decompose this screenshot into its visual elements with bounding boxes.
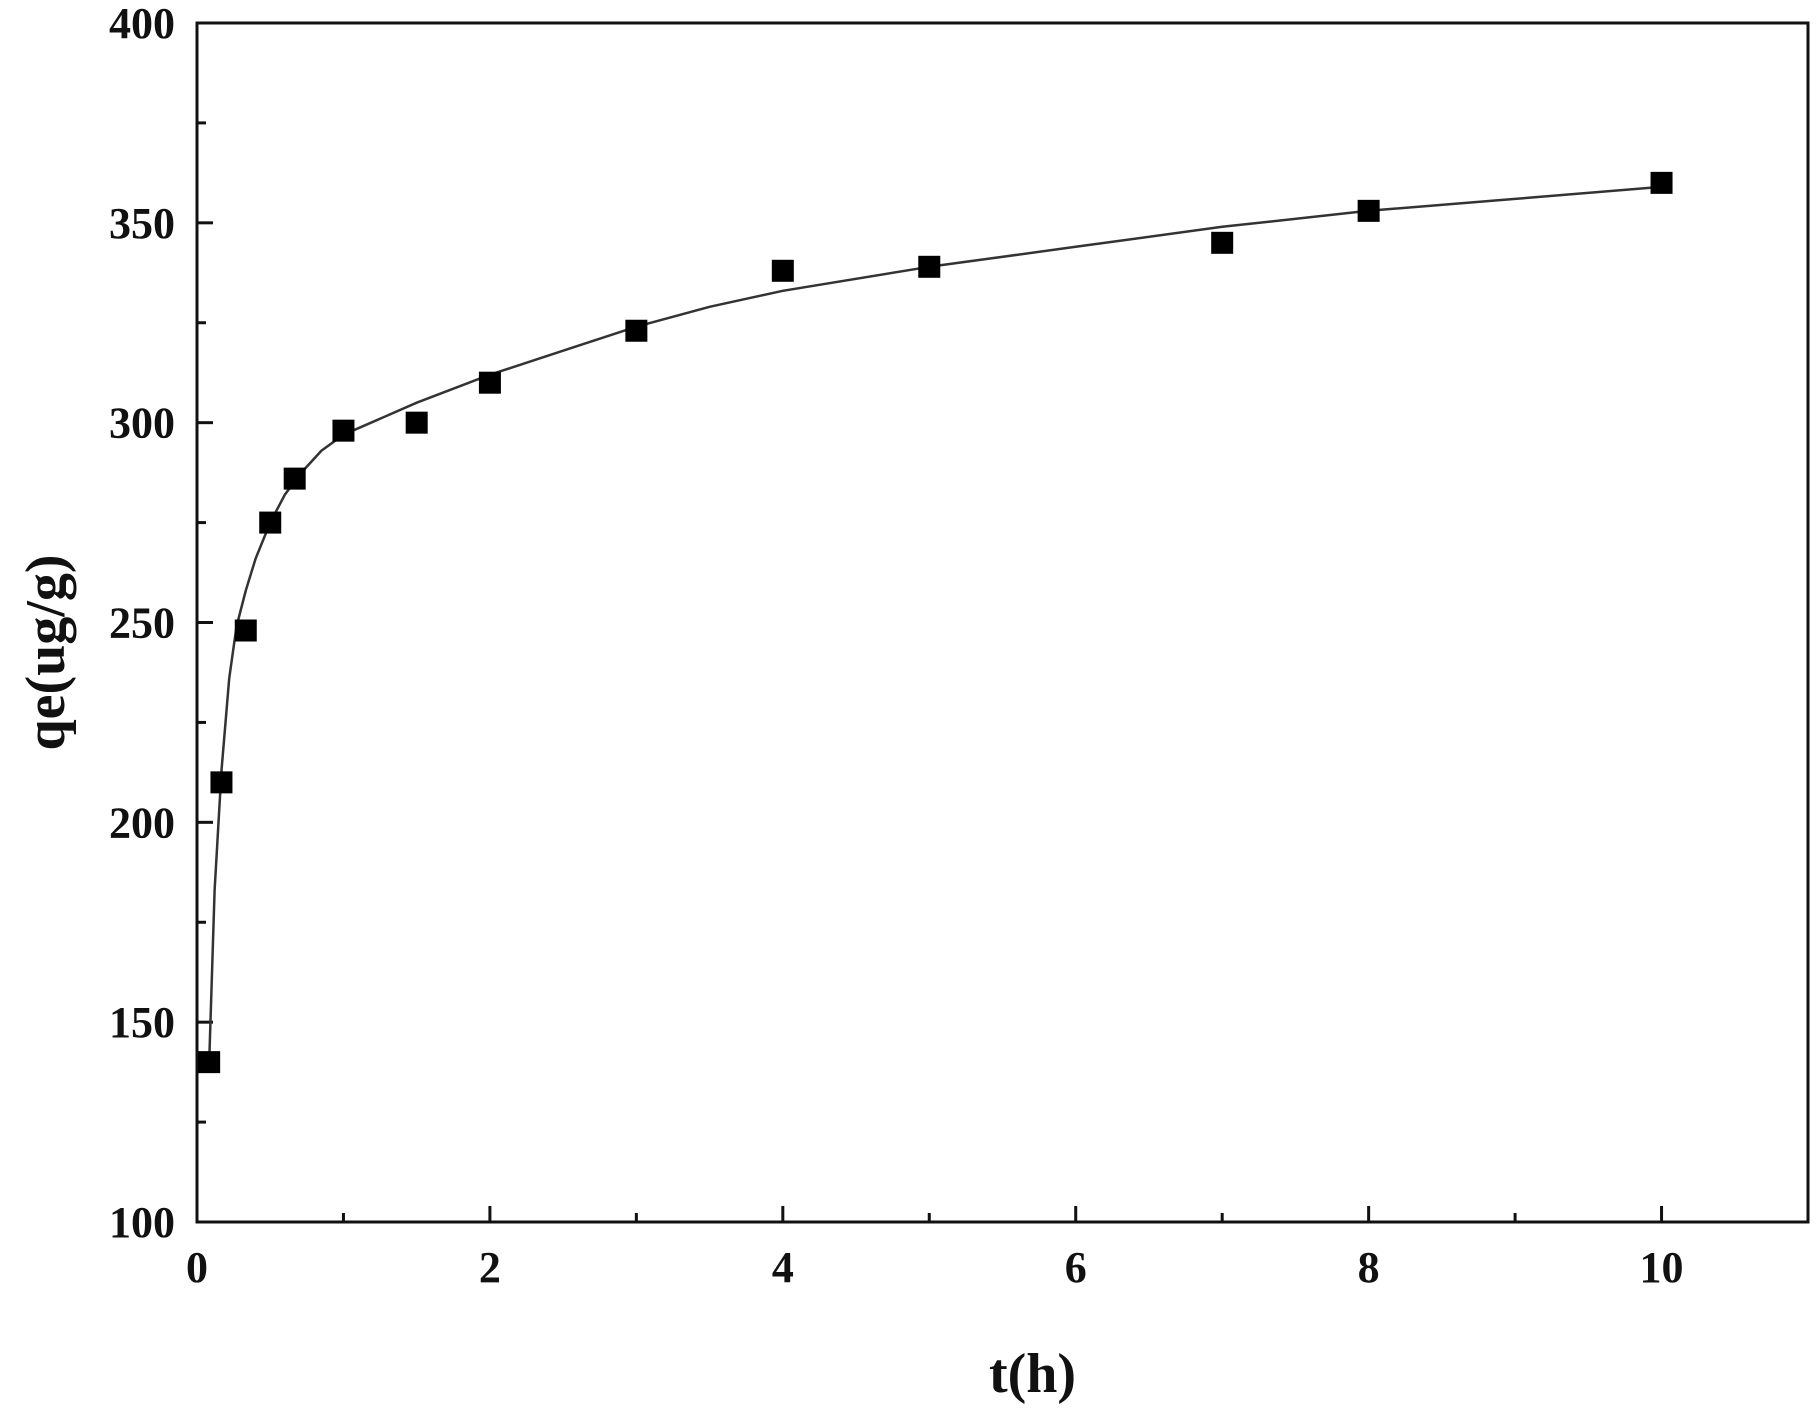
data-point	[210, 771, 233, 794]
fit-curve	[207, 185, 1662, 1063]
fit-curve-group	[207, 185, 1662, 1063]
y-tick-label: 100	[109, 1198, 175, 1247]
tick-labels: 0 2 4 6 8 10 100 150 200 250 300 350 400	[109, 0, 1684, 1292]
data-point	[405, 411, 428, 434]
data-point	[332, 419, 355, 442]
y-tick-label: 250	[109, 599, 175, 648]
x-tick-label: 6	[1065, 1243, 1087, 1292]
x-tick-label: 0	[186, 1243, 208, 1292]
x-tick-label: 8	[1358, 1243, 1380, 1292]
y-tick-label: 350	[109, 199, 175, 248]
x-axis-title: t(h)	[989, 1343, 1076, 1405]
y-tick-label: 150	[109, 998, 175, 1047]
y-tick-label: 400	[109, 0, 175, 48]
data-point	[478, 371, 501, 394]
x-tick-label: 10	[1640, 1243, 1684, 1292]
data-point	[771, 259, 794, 282]
data-point	[1357, 199, 1380, 222]
data-point	[1211, 231, 1234, 254]
y-axis-title: qe(ug/g)	[15, 555, 77, 751]
data-point	[625, 319, 648, 342]
data-point	[918, 255, 941, 278]
axes	[195, 21, 1810, 1224]
data-point	[198, 1051, 221, 1074]
plot-frame	[195, 21, 1810, 1224]
y-tick-label: 300	[109, 399, 175, 448]
x-tick-label: 4	[772, 1243, 794, 1292]
data-point	[283, 467, 306, 490]
y-tick-label: 200	[109, 798, 175, 847]
x-tick-label: 2	[479, 1243, 501, 1292]
data-point	[234, 619, 257, 642]
data-points	[198, 171, 1673, 1074]
data-point	[1650, 171, 1673, 194]
data-point	[259, 511, 282, 534]
